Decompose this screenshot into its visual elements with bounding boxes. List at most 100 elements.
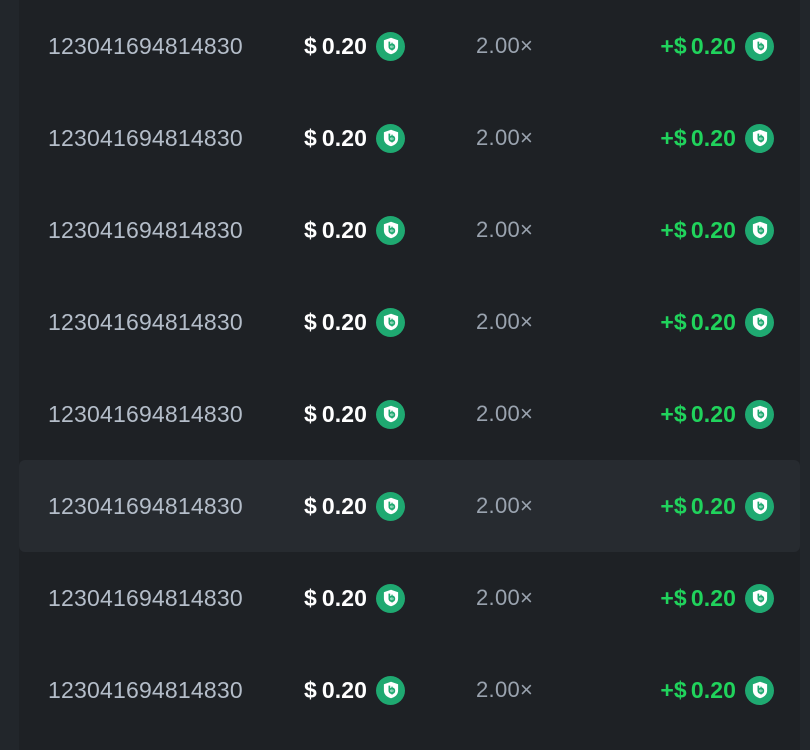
payout-sign: + — [660, 492, 674, 519]
multiplier-cell: 2.00× — [467, 493, 607, 519]
bet-amount: $0.20 — [304, 493, 367, 520]
bet-row[interactable]: 123041694814830 $0.20 2.00× +$ 0.20 — [19, 0, 800, 92]
bet-row[interactable]: 123041694814830 $0.20 2.00× +$ 0.20 — [19, 276, 800, 368]
bet-amount-cell: $0.20 — [295, 583, 467, 613]
payout-cell: +$ 0.20 — [607, 215, 792, 245]
payout-sign: + — [660, 216, 674, 243]
payout-amount-value: 0.20 — [690, 308, 736, 335]
coin-icon — [376, 675, 406, 705]
bet-row[interactable]: 123041694814830 $0.20 2.00× +$ 0.20 — [19, 552, 800, 644]
multiplier-cell: 2.00× — [467, 125, 607, 151]
payout-amount-value: 0.20 — [690, 492, 736, 519]
bet-currency-symbol: $ — [304, 492, 317, 519]
coin-icon — [745, 31, 774, 61]
right-edge-rail — [800, 0, 810, 750]
bet-amount-value: 0.20 — [321, 676, 368, 703]
bet-currency-symbol: $ — [304, 308, 317, 335]
payout-sign: + — [660, 400, 674, 427]
bet-amount-cell: $0.20 — [295, 399, 467, 429]
bet-payout: +$ 0.20 — [660, 309, 736, 336]
bet-game-id: 123041694814830 — [48, 124, 243, 151]
bet-currency-symbol: $ — [304, 124, 317, 151]
coin-icon — [376, 491, 406, 521]
bet-id-cell[interactable]: 123041694814830 — [27, 401, 295, 428]
payout-currency-symbol: $ — [673, 584, 687, 611]
coin-icon — [745, 583, 774, 613]
coin-icon — [376, 123, 406, 153]
multiplier-cell: 2.00× — [467, 309, 607, 335]
payout-cell: +$ 0.20 — [607, 675, 792, 705]
payout-amount-value: 0.20 — [690, 400, 736, 427]
bet-amount: $0.20 — [304, 677, 367, 704]
bet-amount-cell: $0.20 — [295, 215, 467, 245]
bet-row[interactable]: 123041694814830 $0.20 2.00× +$ 0.20 — [19, 460, 800, 552]
bet-id-cell[interactable]: 123041694814830 — [27, 217, 295, 244]
bet-game-id: 123041694814830 — [48, 676, 243, 703]
payout-cell: +$ 0.20 — [607, 123, 792, 153]
payout-amount-value: 0.20 — [690, 216, 736, 243]
bet-game-id: 123041694814830 — [48, 492, 243, 519]
payout-cell: +$ 0.20 — [607, 307, 792, 337]
bet-id-cell[interactable]: 123041694814830 — [27, 677, 295, 704]
bet-game-id: 123041694814830 — [48, 308, 243, 335]
payout-amount-value: 0.20 — [690, 676, 736, 703]
payout-cell: +$ 0.20 — [607, 491, 792, 521]
payout-currency-symbol: $ — [673, 400, 687, 427]
bet-currency-symbol: $ — [304, 676, 317, 703]
payout-currency-symbol: $ — [673, 124, 687, 151]
bet-amount: $0.20 — [304, 217, 367, 244]
bet-history-list[interactable]: 123041694814830 $0.20 2.00× +$ 0.20 123041694… — [19, 0, 800, 750]
payout-sign: + — [660, 124, 674, 151]
bet-id-cell[interactable]: 123041694814830 — [27, 125, 295, 152]
bet-game-id: 123041694814830 — [48, 584, 243, 611]
multiplier-cell: 2.00× — [467, 401, 607, 427]
payout-sign: + — [660, 32, 674, 59]
bet-currency-symbol: $ — [304, 216, 317, 243]
payout-currency-symbol: $ — [673, 492, 687, 519]
payout-cell: +$ 0.20 — [607, 583, 792, 613]
bet-multiplier: 2.00× — [476, 585, 534, 610]
bet-payout: +$ 0.20 — [660, 401, 736, 428]
coin-icon — [376, 583, 406, 613]
bet-id-cell[interactable]: 123041694814830 — [27, 309, 295, 336]
bet-amount-value: 0.20 — [321, 32, 368, 59]
payout-amount-value: 0.20 — [690, 584, 736, 611]
bet-amount: $0.20 — [304, 33, 367, 60]
bet-multiplier: 2.00× — [476, 217, 534, 242]
coin-icon — [745, 307, 774, 337]
multiplier-cell: 2.00× — [467, 677, 607, 703]
bet-multiplier: 2.00× — [476, 309, 534, 334]
multiplier-cell: 2.00× — [467, 33, 607, 59]
bet-payout: +$ 0.20 — [660, 493, 736, 520]
bet-row[interactable]: 123041694814830 $0.20 2.00× +$ 0.20 — [19, 92, 800, 184]
coin-icon — [376, 307, 406, 337]
bet-amount-value: 0.20 — [321, 584, 368, 611]
multiplier-cell: 2.00× — [467, 217, 607, 243]
bet-id-cell[interactable]: 123041694814830 — [27, 33, 295, 60]
payout-sign: + — [660, 308, 674, 335]
coin-icon — [376, 399, 406, 429]
bet-amount: $0.20 — [304, 401, 367, 428]
bet-amount: $0.20 — [304, 585, 367, 612]
bet-row[interactable]: 123041694814830 $0.20 2.00× +$ 0.20 — [19, 644, 800, 736]
coin-icon — [376, 215, 406, 245]
payout-amount-value: 0.20 — [690, 32, 736, 59]
payout-currency-symbol: $ — [673, 32, 687, 59]
bet-amount-value: 0.20 — [321, 308, 368, 335]
bet-id-cell[interactable]: 123041694814830 — [27, 493, 295, 520]
payout-currency-symbol: $ — [673, 676, 687, 703]
left-edge-rail — [0, 0, 19, 750]
bet-row[interactable]: 123041694814830 $0.20 2.00× +$ 0.20 — [19, 368, 800, 460]
bet-amount: $0.20 — [304, 125, 367, 152]
bet-multiplier: 2.00× — [476, 33, 534, 58]
bet-row[interactable]: 123041694814830 $0.20 2.00× +$ 0.20 — [19, 184, 800, 276]
coin-icon — [376, 31, 406, 61]
bet-amount-cell: $0.20 — [295, 31, 467, 61]
bet-game-id: 123041694814830 — [48, 216, 243, 243]
bet-multiplier: 2.00× — [476, 125, 534, 150]
payout-sign: + — [660, 584, 674, 611]
bet-game-id: 123041694814830 — [48, 400, 243, 427]
payout-cell: +$ 0.20 — [607, 31, 792, 61]
bet-id-cell[interactable]: 123041694814830 — [27, 585, 295, 612]
